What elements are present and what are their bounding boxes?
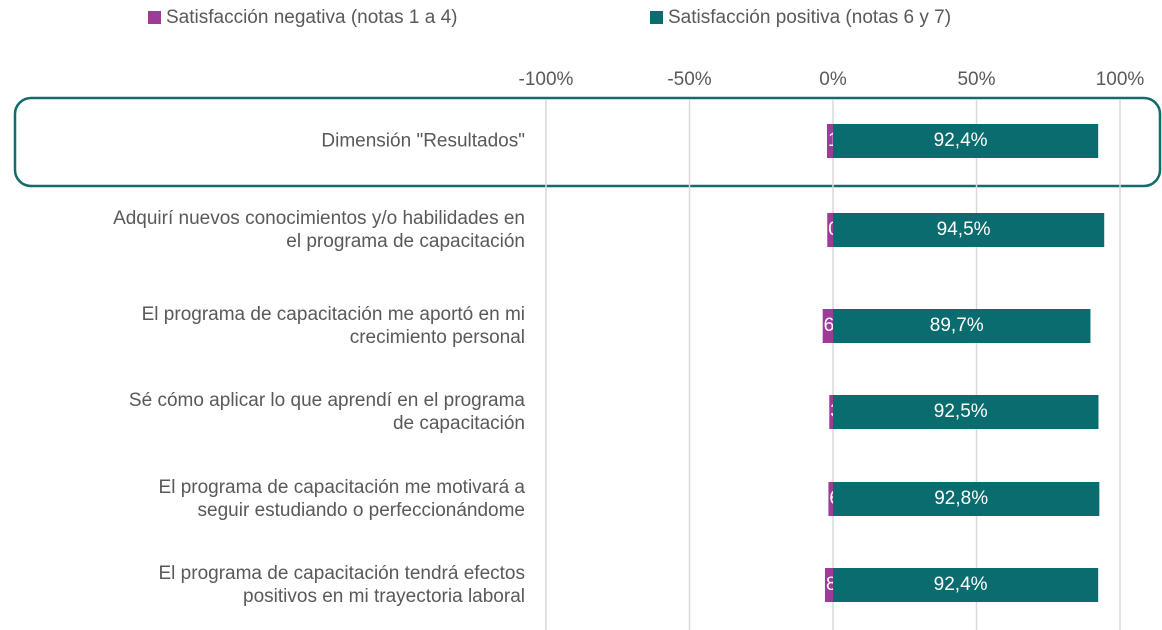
highlight-box bbox=[13, 96, 1162, 188]
category-label: El programa de capacitación me aportó en… bbox=[141, 304, 525, 348]
bar bbox=[833, 124, 1099, 158]
value-label: 92,8% bbox=[934, 488, 988, 509]
bar bbox=[827, 213, 833, 247]
bar bbox=[826, 124, 833, 158]
bar bbox=[833, 568, 1099, 602]
x-tick-label: 50% bbox=[957, 69, 995, 90]
x-tick-label: 100% bbox=[1096, 69, 1145, 90]
value-label: 92,4% bbox=[934, 130, 988, 151]
legend-label: Satisfacción positiva (notas 6 y 7) bbox=[668, 7, 951, 28]
value-label: 92,4% bbox=[934, 574, 988, 595]
bar bbox=[833, 309, 1091, 343]
category-label: Dimensión "Resultados" bbox=[321, 130, 525, 152]
bar bbox=[828, 482, 833, 516]
category-label: El programa de capacitación me motivará … bbox=[158, 477, 525, 521]
bar bbox=[824, 568, 833, 602]
bar bbox=[833, 213, 1105, 247]
value-label: 92,5% bbox=[934, 401, 988, 422]
legend-swatch bbox=[650, 11, 663, 24]
x-tick-label: -100% bbox=[519, 69, 574, 90]
legend-label: Satisfacción negativa (notas 1 a 4) bbox=[166, 7, 458, 28]
bar bbox=[833, 482, 1100, 516]
bar bbox=[829, 395, 833, 429]
legend-swatch bbox=[148, 11, 161, 24]
value-label: 89,7% bbox=[930, 315, 984, 336]
bar bbox=[822, 309, 833, 343]
category-label: Sé cómo aplicar lo que aprendí en el pro… bbox=[128, 390, 525, 434]
bar bbox=[833, 395, 1099, 429]
value-label: 94,5% bbox=[937, 219, 991, 240]
category-label: Adquirí nuevos conocimientos y/o habilid… bbox=[113, 208, 525, 252]
category-label: El programa de capacitación tendrá efect… bbox=[158, 563, 526, 607]
x-tick-label: -50% bbox=[667, 69, 711, 90]
x-tick-label: 0% bbox=[819, 69, 847, 90]
